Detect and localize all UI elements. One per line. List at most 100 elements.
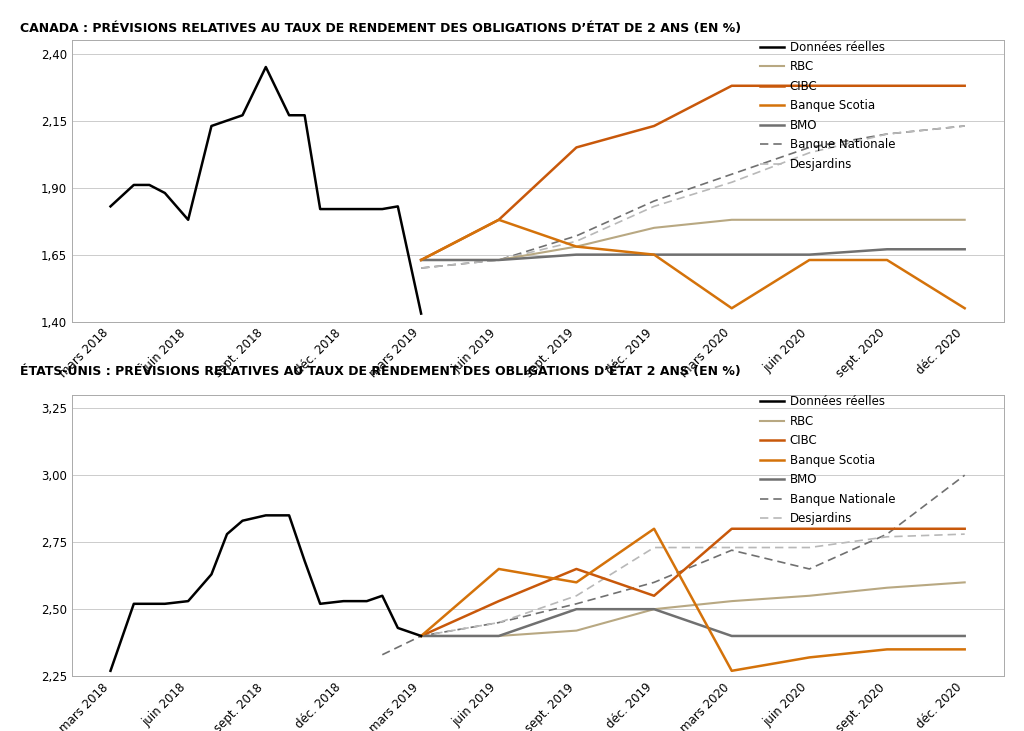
Banque Scotia — [881, 645, 893, 654]
Données réelles — [221, 116, 233, 125]
CIBC — [881, 81, 893, 90]
Données réelles — [314, 599, 327, 608]
Line: CIBC: CIBC — [421, 86, 965, 260]
Données réelles — [314, 205, 327, 213]
Banque Scotia — [648, 524, 660, 533]
Desjardins — [881, 532, 893, 541]
Données réelles — [376, 205, 388, 213]
Banque Nationale — [493, 256, 505, 265]
CIBC — [881, 524, 893, 533]
Données réelles — [360, 205, 373, 213]
Données réelles — [221, 530, 233, 539]
BMO — [648, 605, 660, 613]
Banque Scotia — [493, 564, 505, 573]
CIBC — [958, 524, 971, 533]
Banque Scotia — [493, 216, 505, 224]
BMO — [415, 256, 427, 265]
Données réelles — [205, 121, 217, 130]
Banque Nationale — [415, 264, 427, 273]
Données réelles — [182, 216, 195, 224]
Banque Nationale — [415, 632, 427, 640]
BMO — [958, 632, 971, 640]
BMO — [803, 250, 815, 259]
Legend: Données réelles, RBC, CIBC, Banque Scotia, BMO, Banque Nationale, Desjardins: Données réelles, RBC, CIBC, Banque Scoti… — [757, 37, 899, 175]
CIBC — [803, 524, 815, 533]
RBC — [493, 632, 505, 640]
RBC — [958, 578, 971, 587]
RBC — [570, 626, 583, 635]
Données réelles — [337, 596, 349, 605]
Données réelles — [376, 591, 388, 600]
Line: Données réelles: Données réelles — [111, 515, 421, 671]
BMO — [726, 250, 738, 259]
Banque Nationale — [958, 471, 971, 480]
Banque Scotia — [570, 242, 583, 251]
RBC — [648, 605, 660, 613]
Desjardins — [803, 148, 815, 157]
Données réelles — [299, 556, 311, 565]
RBC — [570, 242, 583, 251]
RBC — [726, 596, 738, 605]
BMO — [570, 605, 583, 613]
Banque Nationale — [376, 651, 388, 659]
Line: Banque Nationale: Banque Nationale — [382, 475, 965, 655]
Banque Nationale — [803, 564, 815, 573]
Données réelles — [237, 111, 249, 120]
Text: ÉTATS-UNIS : PRÉVISIONS RELATIVES AU TAUX DE RENDEMENT DES OBLIGATIONS D’ÉTAT 2 : ÉTATS-UNIS : PRÉVISIONS RELATIVES AU TAU… — [20, 366, 741, 379]
Desjardins — [415, 264, 427, 273]
BMO — [958, 245, 971, 254]
Données réelles — [237, 516, 249, 525]
CIBC — [726, 524, 738, 533]
Banque Nationale — [726, 170, 738, 178]
Desjardins — [726, 543, 738, 552]
Line: RBC: RBC — [421, 220, 965, 260]
Banque Scotia — [958, 645, 971, 654]
Banque Nationale — [726, 546, 738, 555]
Banque Scotia — [958, 304, 971, 313]
Banque Nationale — [958, 121, 971, 130]
Données réelles — [104, 202, 117, 211]
CIBC — [726, 81, 738, 90]
Banque Nationale — [570, 599, 583, 608]
Desjardins — [415, 632, 427, 640]
Line: CIBC: CIBC — [421, 529, 965, 636]
Desjardins — [958, 530, 971, 539]
Banque Nationale — [803, 143, 815, 152]
Données réelles — [391, 202, 403, 211]
BMO — [493, 632, 505, 640]
RBC — [415, 632, 427, 640]
Banque Nationale — [648, 578, 660, 587]
Banque Scotia — [726, 667, 738, 675]
Données réelles — [205, 570, 217, 579]
Données réelles — [159, 599, 171, 608]
Desjardins — [726, 178, 738, 186]
CIBC — [415, 632, 427, 640]
Line: Données réelles: Données réelles — [111, 67, 421, 314]
BMO — [726, 632, 738, 640]
RBC — [958, 216, 971, 224]
RBC — [803, 216, 815, 224]
Banque Scotia — [648, 250, 660, 259]
Données réelles — [260, 63, 272, 72]
Banque Scotia — [803, 256, 815, 265]
Desjardins — [648, 202, 660, 211]
Line: RBC: RBC — [421, 583, 965, 636]
Legend: Données réelles, RBC, CIBC, Banque Scotia, BMO, Banque Nationale, Desjardins: Données réelles, RBC, CIBC, Banque Scoti… — [757, 392, 899, 529]
Données réelles — [182, 596, 195, 605]
RBC — [493, 256, 505, 265]
BMO — [881, 632, 893, 640]
Données réelles — [128, 181, 140, 189]
BMO — [648, 250, 660, 259]
Données réelles — [104, 667, 117, 675]
Données réelles — [159, 189, 171, 197]
RBC — [648, 224, 660, 232]
BMO — [493, 256, 505, 265]
Données réelles — [143, 599, 156, 608]
RBC — [881, 216, 893, 224]
Données réelles — [128, 599, 140, 608]
Line: BMO: BMO — [421, 609, 965, 636]
Banque Scotia — [881, 256, 893, 265]
CIBC — [803, 81, 815, 90]
BMO — [881, 245, 893, 254]
Desjardins — [648, 543, 660, 552]
